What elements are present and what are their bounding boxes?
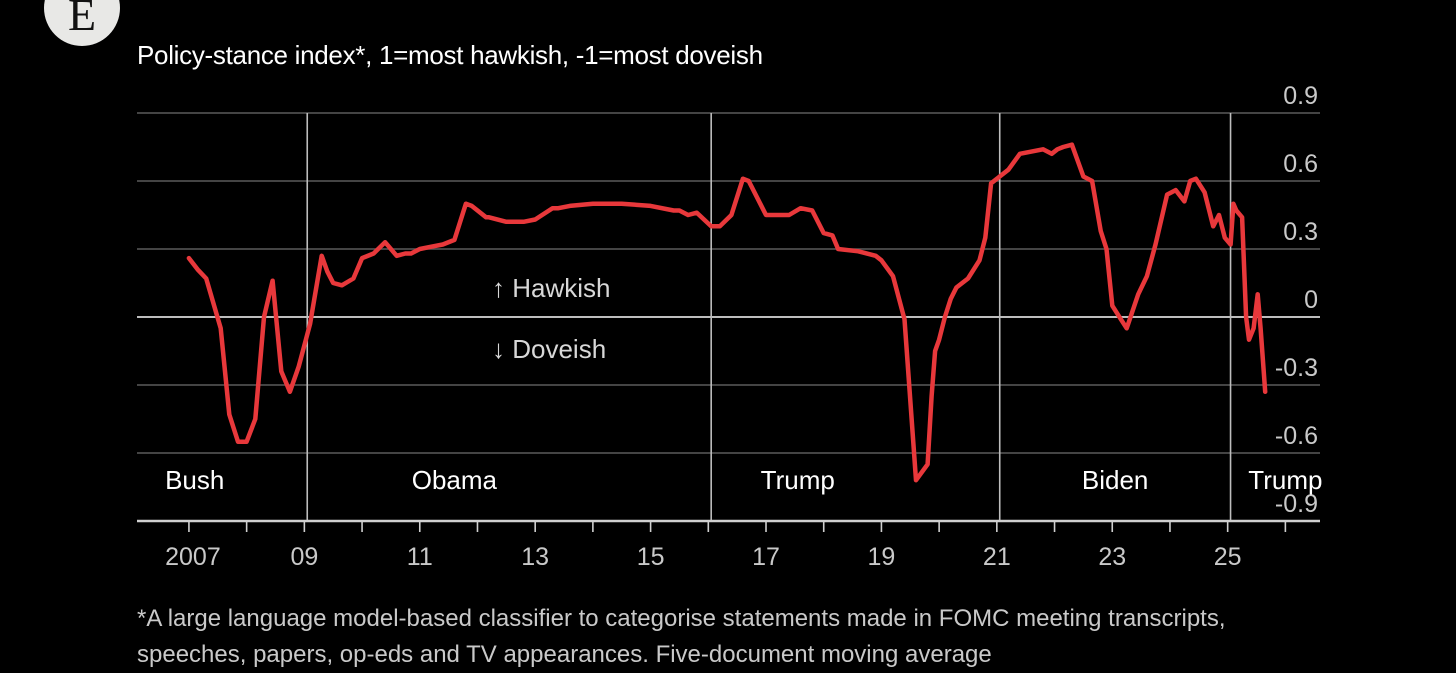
- x-tick-label: 19: [868, 543, 896, 571]
- presidency-label: Trump: [1248, 465, 1322, 495]
- presidency-label: Biden: [1082, 465, 1149, 495]
- footnote: *A large language model-based classifier…: [137, 601, 1397, 673]
- x-tick-label: 2007: [165, 543, 221, 571]
- presidency-label: Obama: [412, 465, 498, 495]
- y-tick-label: 0: [1304, 286, 1318, 314]
- hawkish-annotation: ↑ Hawkish: [492, 273, 610, 303]
- y-tick-label: 0.3: [1283, 218, 1318, 246]
- y-tick-label: 0.9: [1283, 82, 1318, 110]
- x-tick-label: 25: [1214, 543, 1242, 571]
- presidency-label: Trump: [761, 465, 835, 495]
- footnote-line-1: *A large language model-based classifier…: [137, 605, 1226, 632]
- x-tick-label: 23: [1098, 543, 1126, 571]
- x-tick-label: 21: [983, 543, 1011, 571]
- x-tick-label: 15: [637, 543, 665, 571]
- y-tick-label: -0.9: [1275, 490, 1318, 518]
- chart-subtitle: Policy-stance index*, 1=most hawkish, -1…: [137, 40, 763, 70]
- footnote-line-2: speeches, papers, op-eds and TV appearan…: [137, 641, 992, 668]
- doveish-annotation: ↓ Doveish: [492, 334, 606, 364]
- x-tick-label: 09: [290, 543, 318, 571]
- presidency-label: Bush: [165, 465, 224, 495]
- logo-letter: E: [67, 0, 97, 40]
- x-tick-label: 11: [407, 543, 433, 571]
- x-tick-label: 17: [752, 543, 780, 571]
- y-tick-label: -0.6: [1275, 422, 1318, 450]
- x-tick-label: 13: [521, 543, 549, 571]
- series-line: [186, 142, 1268, 483]
- y-tick-label: 0.6: [1283, 150, 1318, 178]
- y-tick-label: -0.3: [1275, 354, 1318, 382]
